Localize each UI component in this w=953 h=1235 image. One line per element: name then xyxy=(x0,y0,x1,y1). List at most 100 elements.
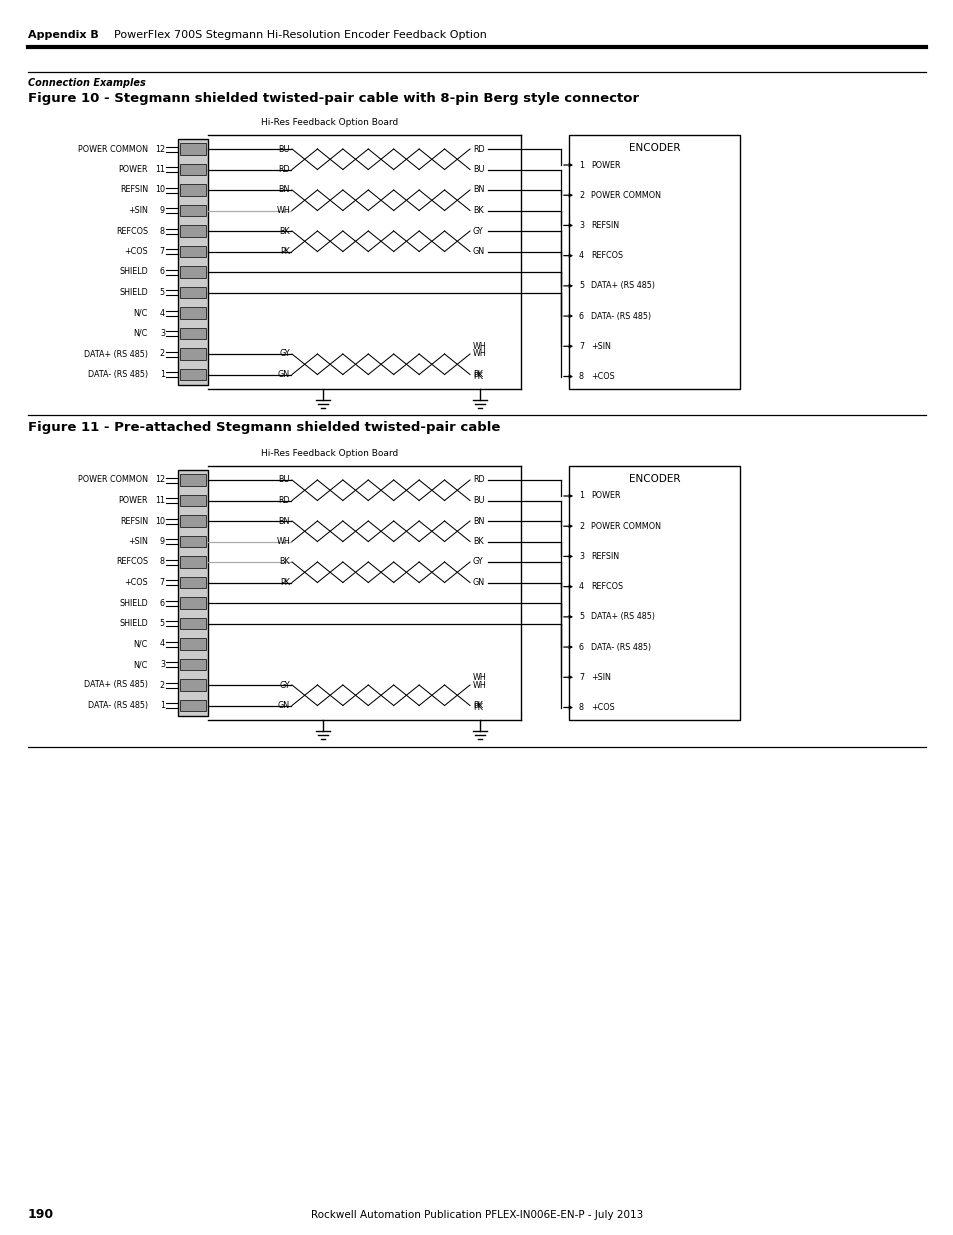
Text: PK: PK xyxy=(280,578,290,587)
Text: SHIELD: SHIELD xyxy=(119,268,148,277)
Text: Hi-Res Feedback Option Board: Hi-Res Feedback Option Board xyxy=(260,450,397,458)
Bar xyxy=(180,369,206,380)
Text: POWER: POWER xyxy=(118,496,148,505)
Text: WH: WH xyxy=(473,350,486,358)
Bar xyxy=(180,598,206,609)
Text: POWER COMMON: POWER COMMON xyxy=(78,475,148,484)
Text: N/C: N/C xyxy=(133,640,148,648)
Text: 2: 2 xyxy=(578,521,583,531)
Bar xyxy=(180,164,206,175)
Text: REFCOS: REFCOS xyxy=(115,557,148,567)
Text: WH: WH xyxy=(473,673,486,682)
Text: BK: BK xyxy=(473,206,483,215)
Text: POWER COMMON: POWER COMMON xyxy=(590,190,660,200)
Text: REFSIN: REFSIN xyxy=(120,185,148,194)
Bar xyxy=(180,515,206,526)
Text: 5: 5 xyxy=(578,613,583,621)
Text: GY: GY xyxy=(279,680,290,689)
Bar xyxy=(180,618,206,629)
Text: PK: PK xyxy=(473,701,482,710)
Text: 1: 1 xyxy=(160,701,165,710)
Text: BK: BK xyxy=(473,537,483,546)
Bar xyxy=(180,700,206,711)
Text: POWER: POWER xyxy=(590,492,619,500)
Text: 12: 12 xyxy=(154,475,165,484)
Bar xyxy=(180,556,206,568)
Text: 2: 2 xyxy=(578,190,583,200)
Text: 10: 10 xyxy=(154,516,165,526)
Text: GN: GN xyxy=(473,247,485,256)
Text: +SIN: +SIN xyxy=(128,206,148,215)
Text: 8: 8 xyxy=(160,226,165,236)
Text: Figure 11 - Pre-attached Stegmann shielded twisted-pair cable: Figure 11 - Pre-attached Stegmann shield… xyxy=(28,421,500,433)
Text: DATA- (RS 485): DATA- (RS 485) xyxy=(590,642,651,652)
Text: REFCOS: REFCOS xyxy=(590,582,622,592)
Text: ENCODER: ENCODER xyxy=(628,143,679,153)
Text: 4: 4 xyxy=(578,582,583,592)
Bar xyxy=(568,135,740,389)
Text: POWER: POWER xyxy=(590,161,619,169)
Text: 3: 3 xyxy=(578,552,583,561)
Text: 11: 11 xyxy=(154,165,165,174)
Text: N/C: N/C xyxy=(133,659,148,669)
Text: 8: 8 xyxy=(160,557,165,567)
Text: BN: BN xyxy=(278,185,290,194)
Bar xyxy=(180,205,206,216)
Text: 5: 5 xyxy=(578,282,583,290)
Text: WH: WH xyxy=(473,342,486,351)
Text: +COS: +COS xyxy=(124,578,148,587)
Text: GY: GY xyxy=(473,226,483,236)
Text: DATA- (RS 485): DATA- (RS 485) xyxy=(88,701,148,710)
Text: SHIELD: SHIELD xyxy=(119,288,148,296)
Text: 6: 6 xyxy=(160,268,165,277)
Text: 3: 3 xyxy=(160,329,165,338)
Text: RD: RD xyxy=(473,475,484,484)
Text: 3: 3 xyxy=(578,221,583,230)
Text: SHIELD: SHIELD xyxy=(119,599,148,608)
Bar xyxy=(180,348,206,359)
Text: PK: PK xyxy=(473,703,482,713)
Text: 11: 11 xyxy=(154,496,165,505)
Text: 1: 1 xyxy=(578,492,583,500)
Text: 5: 5 xyxy=(160,288,165,296)
Text: POWER: POWER xyxy=(118,165,148,174)
Text: 4: 4 xyxy=(160,640,165,648)
Text: +COS: +COS xyxy=(124,247,148,256)
Text: 3: 3 xyxy=(160,659,165,669)
Text: 9: 9 xyxy=(160,537,165,546)
Text: 1: 1 xyxy=(578,161,583,169)
Bar xyxy=(180,638,206,650)
Text: GN: GN xyxy=(277,370,290,379)
Text: BU: BU xyxy=(473,496,484,505)
Text: BN: BN xyxy=(473,185,484,194)
Bar xyxy=(568,466,740,720)
Bar xyxy=(180,143,206,154)
Text: 5: 5 xyxy=(160,619,165,629)
Text: 7: 7 xyxy=(578,342,583,351)
Text: 1: 1 xyxy=(160,370,165,379)
Text: REFSIN: REFSIN xyxy=(590,552,618,561)
Bar xyxy=(180,267,206,278)
Bar xyxy=(180,577,206,588)
Text: +SIN: +SIN xyxy=(128,537,148,546)
Text: DATA+ (RS 485): DATA+ (RS 485) xyxy=(84,680,148,689)
Bar xyxy=(180,679,206,690)
Text: ENCODER: ENCODER xyxy=(628,474,679,484)
Text: Figure 10 - Stegmann shielded twisted-pair cable with 8-pin Berg style connector: Figure 10 - Stegmann shielded twisted-pa… xyxy=(28,91,639,105)
Text: SHIELD: SHIELD xyxy=(119,619,148,629)
Bar xyxy=(178,140,208,384)
Text: GN: GN xyxy=(277,701,290,710)
Bar xyxy=(180,308,206,319)
Text: 7: 7 xyxy=(160,247,165,256)
Text: 6: 6 xyxy=(160,599,165,608)
Text: RD: RD xyxy=(473,144,484,153)
Text: DATA+ (RS 485): DATA+ (RS 485) xyxy=(590,282,655,290)
Text: GY: GY xyxy=(473,557,483,567)
Text: RD: RD xyxy=(278,165,290,174)
Text: Rockwell Automation Publication PFLEX-IN006E-EN-P - July 2013: Rockwell Automation Publication PFLEX-IN… xyxy=(311,1210,642,1220)
Text: DATA+ (RS 485): DATA+ (RS 485) xyxy=(590,613,655,621)
Bar xyxy=(180,184,206,195)
Text: DATA- (RS 485): DATA- (RS 485) xyxy=(88,370,148,379)
Text: REFCOS: REFCOS xyxy=(115,226,148,236)
Text: GY: GY xyxy=(279,350,290,358)
